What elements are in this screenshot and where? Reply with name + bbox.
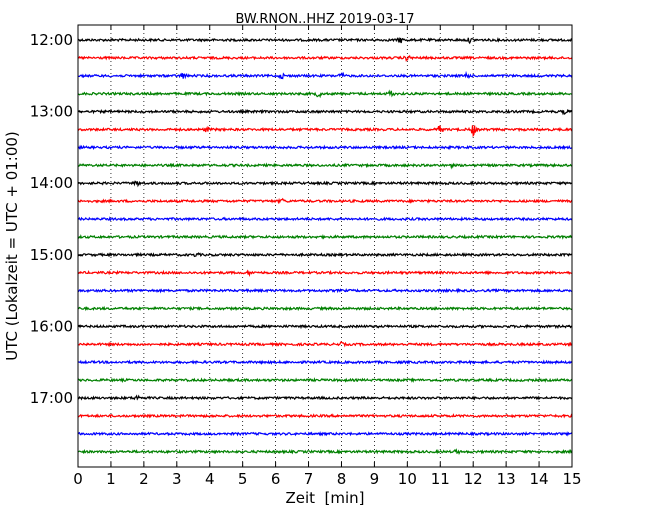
x-tick-label: 14 bbox=[530, 470, 549, 488]
x-tick-label: 9 bbox=[370, 470, 380, 488]
y-tick-label: 12:00 bbox=[30, 31, 73, 49]
x-tick-label: 5 bbox=[238, 470, 248, 488]
trace-line bbox=[77, 36, 572, 45]
trace-line bbox=[77, 125, 573, 138]
trace-line bbox=[77, 180, 573, 188]
y-axis-ticks: 12:00 13:00 14:00 15:00 16:00 17:00 bbox=[30, 31, 572, 407]
trace-line bbox=[77, 70, 573, 80]
trace-line bbox=[77, 431, 573, 437]
y-tick-label: 13:00 bbox=[30, 103, 73, 121]
x-axis-ticks: 0 1 2 3 4 5 6 7 8 9 10 11 12 13 14 15 bbox=[73, 25, 582, 488]
trace-line bbox=[77, 448, 573, 455]
trace-line bbox=[77, 340, 573, 348]
x-tick-label: 15 bbox=[562, 470, 581, 488]
x-tick-label: 2 bbox=[139, 470, 149, 488]
x-tick-label: 1 bbox=[106, 470, 116, 488]
x-tick-label: 13 bbox=[497, 470, 516, 488]
trace-line bbox=[78, 413, 573, 419]
trace-line bbox=[77, 216, 573, 222]
trace-line bbox=[77, 234, 573, 240]
y-tick-label: 17:00 bbox=[30, 389, 73, 407]
x-tick-label: 12 bbox=[464, 470, 483, 488]
x-gridlines bbox=[110, 25, 540, 467]
trace-line bbox=[77, 197, 573, 205]
x-tick-label: 0 bbox=[73, 470, 83, 488]
y-tick-label: 14:00 bbox=[30, 174, 73, 192]
x-tick-label: 4 bbox=[205, 470, 215, 488]
trace-line bbox=[77, 108, 573, 116]
trace-line bbox=[77, 252, 573, 258]
y-tick-label: 15:00 bbox=[30, 246, 73, 264]
trace-line bbox=[77, 394, 573, 401]
x-axis-label: Zeit [min] bbox=[285, 489, 364, 507]
trace-line bbox=[77, 162, 572, 170]
x-tick-label: 3 bbox=[172, 470, 182, 488]
y-axis-label: UTC (Lokalzeit = UTC + 01:00) bbox=[3, 131, 21, 361]
x-tick-label: 8 bbox=[337, 470, 347, 488]
trace-line bbox=[77, 359, 573, 366]
x-tick-label: 11 bbox=[431, 470, 450, 488]
trace-line bbox=[77, 305, 573, 312]
x-tick-label: 7 bbox=[304, 470, 314, 488]
trace-line bbox=[77, 89, 573, 99]
trace-line bbox=[77, 287, 573, 294]
plot-background bbox=[78, 25, 572, 467]
plot-frame bbox=[77, 24, 573, 468]
trace-line bbox=[77, 54, 573, 62]
x-tick-label: 10 bbox=[398, 470, 417, 488]
y-tick-label: 16:00 bbox=[30, 317, 73, 335]
trace-line bbox=[77, 269, 573, 278]
seismic-traces bbox=[77, 36, 573, 455]
trace-line bbox=[77, 323, 573, 330]
trace-line bbox=[77, 144, 573, 151]
chart-title: BW.RNON..HHZ 2019-03-17 bbox=[235, 12, 414, 27]
trace-line bbox=[77, 377, 573, 384]
x-tick-label: 6 bbox=[271, 470, 281, 488]
